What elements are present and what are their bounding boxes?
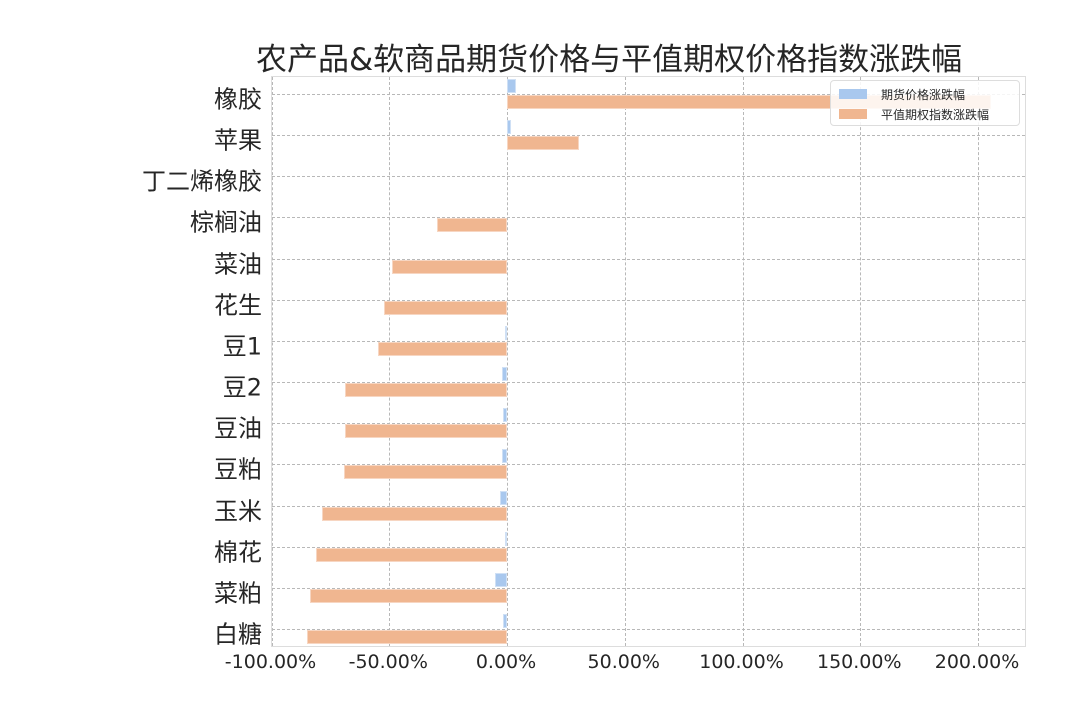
bar-options bbox=[316, 547, 507, 562]
h-gridline bbox=[272, 587, 1025, 589]
y-category-label: 豆油 bbox=[214, 414, 262, 443]
h-gridline bbox=[272, 94, 1025, 95]
chart-title: 农产品&软商品期货价格与平值期权价格指数涨跌幅 bbox=[256, 42, 963, 78]
legend-label: 平值期权指数涨跌幅 bbox=[881, 107, 990, 122]
v-gridline bbox=[271, 77, 273, 646]
x-tick-label: 200.00% bbox=[934, 651, 1020, 673]
bar-futures bbox=[505, 325, 507, 340]
legend-swatch-orange bbox=[839, 109, 867, 119]
y-category-label: 橡胶 bbox=[214, 85, 262, 114]
x-tick-label: 100.00% bbox=[699, 651, 784, 673]
legend-item-options: 平值期权指数涨跌幅 bbox=[839, 106, 989, 122]
h-gridline bbox=[272, 299, 1025, 301]
bar-futures bbox=[507, 79, 516, 93]
y-category-label: 豆2 bbox=[222, 373, 262, 402]
y-category-label: 菜粕 bbox=[214, 579, 262, 608]
y-category-label: 棉花 bbox=[214, 538, 262, 567]
y-category-label: 豆1 bbox=[222, 332, 262, 361]
h-gridline bbox=[272, 546, 1025, 548]
bar-futures bbox=[505, 531, 507, 546]
x-tick-label: 50.00% bbox=[587, 651, 660, 673]
x-tick-label: 0.00% bbox=[475, 651, 537, 673]
bar-options bbox=[321, 506, 507, 521]
h-gridline bbox=[272, 464, 1025, 466]
y-category-label: 玉米 bbox=[214, 497, 262, 525]
v-gridline bbox=[860, 77, 862, 646]
h-gridline bbox=[272, 382, 1025, 384]
x-tick-label: 150.00% bbox=[816, 651, 902, 673]
v-gridline bbox=[389, 77, 391, 646]
h-gridline bbox=[272, 217, 1025, 219]
legend-item-futures: 期货价格涨跌幅 bbox=[839, 86, 965, 102]
h-gridline bbox=[272, 135, 1025, 137]
v-gridline bbox=[624, 77, 626, 646]
bar-options bbox=[306, 629, 507, 644]
bar-options bbox=[344, 383, 507, 398]
bar-options bbox=[392, 259, 507, 274]
bar-options bbox=[384, 300, 507, 315]
bar-futures bbox=[507, 120, 511, 135]
h-gridline bbox=[272, 628, 1025, 630]
y-category-label: 菜油 bbox=[214, 250, 262, 279]
y-category-label: 豆粕 bbox=[214, 455, 262, 484]
bar-options bbox=[309, 588, 507, 603]
y-category-label: 白糖 bbox=[214, 620, 262, 649]
y-category-label: 棕榈油 bbox=[190, 208, 262, 237]
y-category-label: 丁二烯橡胶 bbox=[142, 167, 262, 196]
bar-options bbox=[343, 465, 507, 480]
x-tick-label: -50.00% bbox=[348, 651, 428, 673]
bar-futures bbox=[499, 490, 507, 505]
legend: 期货价格涨跌幅 平值期权指数涨跌幅 bbox=[830, 80, 1020, 126]
h-gridline bbox=[272, 340, 1025, 342]
v-gridline bbox=[742, 77, 744, 646]
v-gridline bbox=[507, 77, 508, 646]
bar-futures bbox=[502, 613, 507, 628]
bar-options bbox=[437, 218, 507, 233]
y-category-label: 苹果 bbox=[214, 126, 262, 155]
legend-swatch-blue bbox=[839, 89, 867, 99]
h-gridline bbox=[272, 176, 1025, 178]
bar-options bbox=[377, 341, 507, 356]
h-gridline bbox=[272, 505, 1025, 507]
plot-area bbox=[271, 76, 1026, 647]
x-tick-label: -100.00% bbox=[224, 651, 317, 673]
bar-futures bbox=[495, 572, 507, 587]
h-gridline bbox=[272, 423, 1025, 425]
bar-futures bbox=[501, 367, 507, 382]
y-category-label: 花生 bbox=[214, 291, 262, 320]
h-gridline bbox=[272, 258, 1025, 260]
bar-futures bbox=[502, 408, 507, 423]
v-gridline bbox=[978, 77, 979, 646]
legend-label: 期货价格涨跌幅 bbox=[881, 87, 966, 102]
bar-options bbox=[507, 136, 580, 151]
bar-options bbox=[344, 424, 507, 439]
bar-futures bbox=[501, 449, 507, 464]
